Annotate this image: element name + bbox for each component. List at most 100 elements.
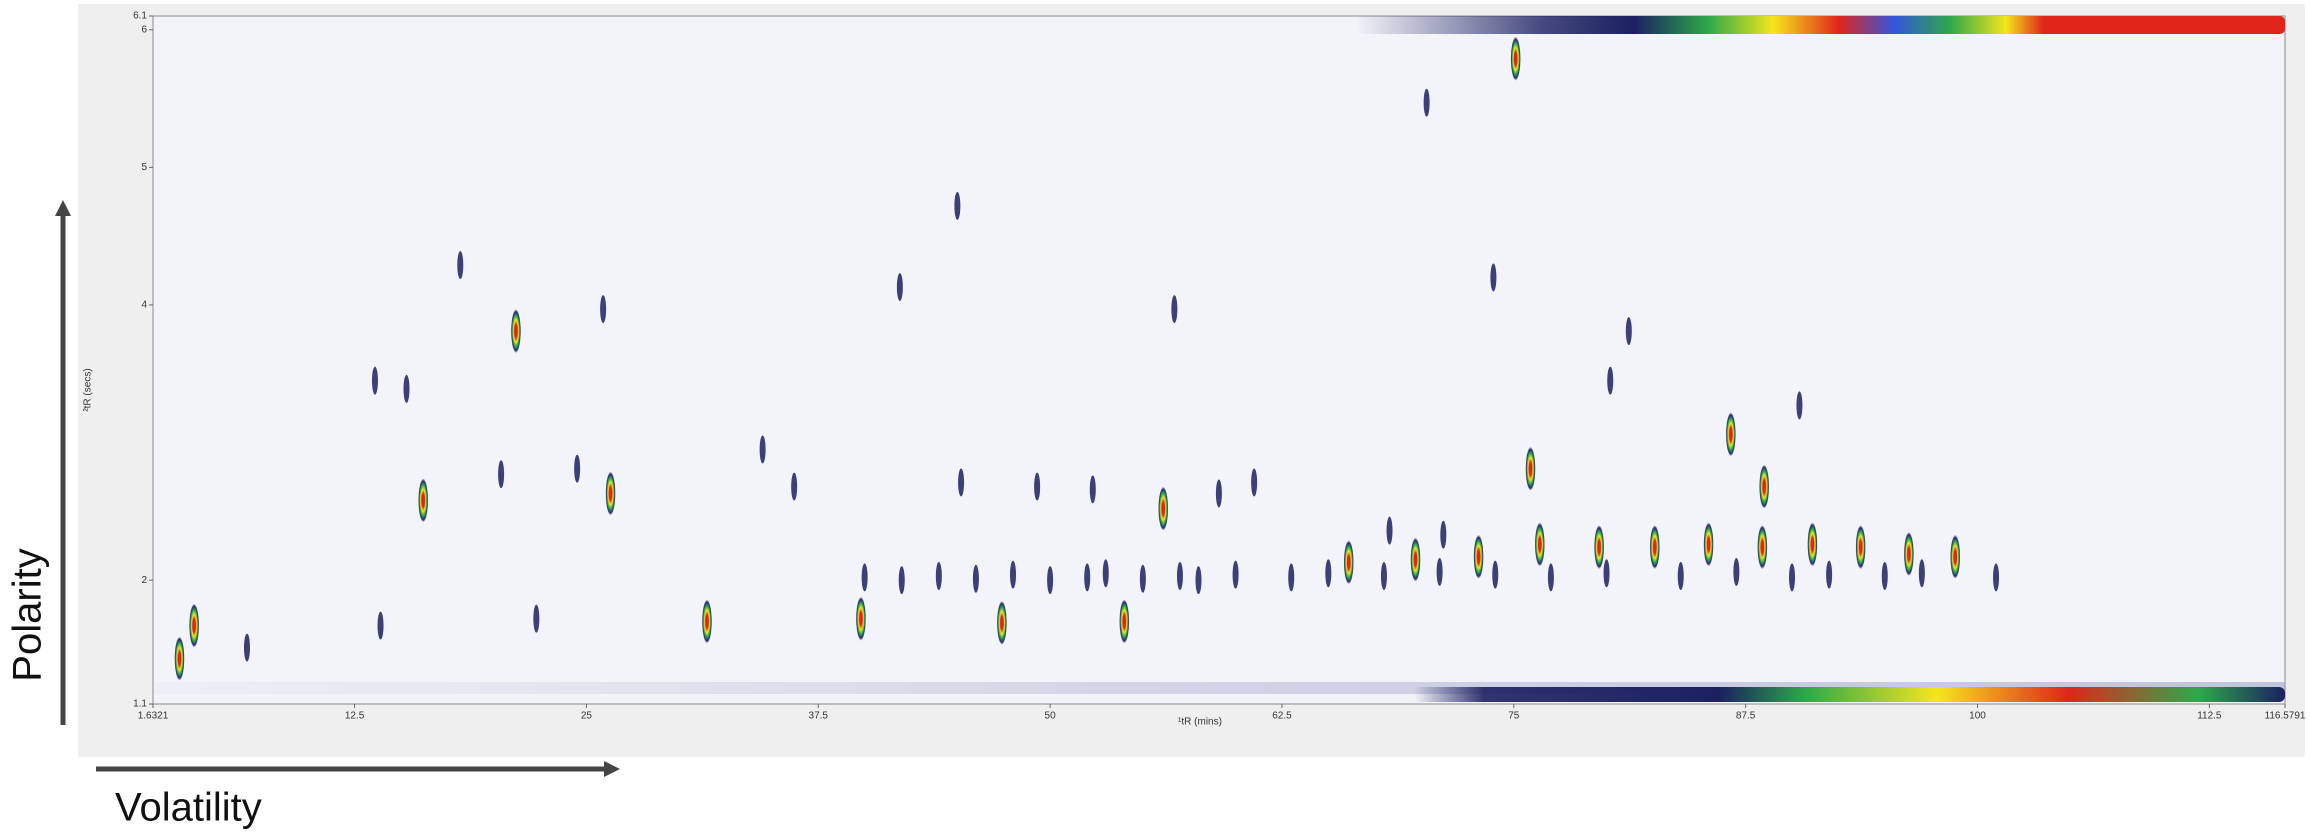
peak [1437, 558, 1443, 586]
x-tick-label: 87.5 [1736, 711, 1756, 722]
peak [1216, 479, 1222, 507]
x-tick-label: 12.5 [345, 711, 365, 722]
y-tick-label: 4 [141, 300, 147, 311]
page: {"chart_data": {"type": "scatter", "x_la… [0, 0, 2310, 832]
peak [1387, 517, 1393, 545]
peak [1440, 521, 1446, 549]
y-tick-label: 2 [141, 575, 147, 586]
peak [1511, 37, 1521, 81]
peak [1733, 558, 1739, 586]
peak [174, 637, 184, 681]
peak [1381, 562, 1387, 590]
peak [1047, 566, 1053, 594]
peak [1525, 447, 1535, 491]
peak [1807, 522, 1817, 566]
peak [1084, 563, 1090, 591]
peak [954, 192, 960, 220]
peak [702, 599, 712, 643]
peak [1604, 559, 1610, 587]
peak [404, 375, 410, 403]
peak [958, 468, 964, 496]
peak [1233, 561, 1239, 589]
peak [1757, 525, 1767, 569]
peak [1535, 522, 1545, 566]
plot-area [153, 16, 2285, 704]
peak [1171, 295, 1177, 323]
peak [1090, 475, 1096, 503]
peak [1856, 525, 1866, 569]
peak [1325, 559, 1331, 587]
x-tick-label: 1.6321 [138, 711, 169, 722]
peak [1474, 535, 1484, 579]
peak [1626, 317, 1632, 345]
peak [1492, 561, 1498, 589]
peak [1424, 89, 1430, 117]
peak [1119, 599, 1129, 643]
annotation: Polarity [6, 548, 50, 681]
peak [791, 473, 797, 501]
bleed-band [1355, 16, 2285, 34]
peak [511, 309, 521, 353]
x-tick-label: 50 [1045, 711, 1057, 722]
peak [1195, 566, 1201, 594]
peak [856, 597, 866, 641]
x-tick-label: 112.5 [2197, 711, 2222, 722]
peak [1177, 562, 1183, 590]
peak [899, 566, 905, 594]
peak [1140, 565, 1146, 593]
x-tick-label: 62.5 [1272, 711, 1292, 722]
peak [936, 562, 942, 590]
peak [1034, 473, 1040, 501]
peak [372, 367, 378, 395]
y-tick-label: 6.1 [133, 11, 147, 22]
peak [457, 251, 463, 279]
peak [418, 478, 428, 522]
peak [1548, 563, 1554, 591]
peak [378, 612, 384, 640]
peak [606, 471, 616, 515]
peak [1344, 540, 1354, 584]
chart: ¹tR (mins) ²tR (secs) Polarity Volatilit… [0, 0, 2310, 832]
peak [997, 601, 1007, 645]
peak [1411, 538, 1421, 582]
peak [1882, 562, 1888, 590]
peak [1950, 535, 1960, 579]
peak [1010, 561, 1016, 589]
peak [1103, 559, 1109, 587]
arrow-head [604, 761, 620, 777]
peak [498, 460, 504, 488]
peak [533, 605, 539, 633]
peak [760, 435, 766, 463]
peak [862, 563, 868, 591]
peak [1158, 487, 1168, 531]
peak [1993, 563, 1999, 591]
x-tick-label: 75 [1508, 711, 1520, 722]
y-tick-label: 5 [141, 162, 147, 173]
bleed-band [1414, 687, 2285, 702]
y-axis-title: ²tR (secs) [83, 368, 94, 411]
peak [1919, 559, 1925, 587]
peak [1726, 412, 1736, 456]
x-tick-label: 25 [581, 711, 593, 722]
x-tick-label: 37.5 [809, 711, 829, 722]
peak [189, 604, 199, 648]
peak [1759, 465, 1769, 509]
peak [1251, 468, 1257, 496]
x-tick-label: 100 [1969, 711, 1986, 722]
x-tick-label: 116.5791 [2265, 711, 2306, 722]
peak [574, 455, 580, 483]
peak [1904, 532, 1914, 576]
peak [1789, 563, 1795, 591]
peak [1796, 391, 1802, 419]
peak [1704, 522, 1714, 566]
peak [897, 273, 903, 301]
peak [1826, 561, 1832, 589]
peak [1678, 562, 1684, 590]
peak [600, 295, 606, 323]
peak [1650, 525, 1660, 569]
peak [1288, 563, 1294, 591]
peak [1607, 367, 1613, 395]
y-tick-label: 6 [141, 24, 147, 35]
peak [1594, 525, 1604, 569]
arrow-head [55, 200, 71, 216]
